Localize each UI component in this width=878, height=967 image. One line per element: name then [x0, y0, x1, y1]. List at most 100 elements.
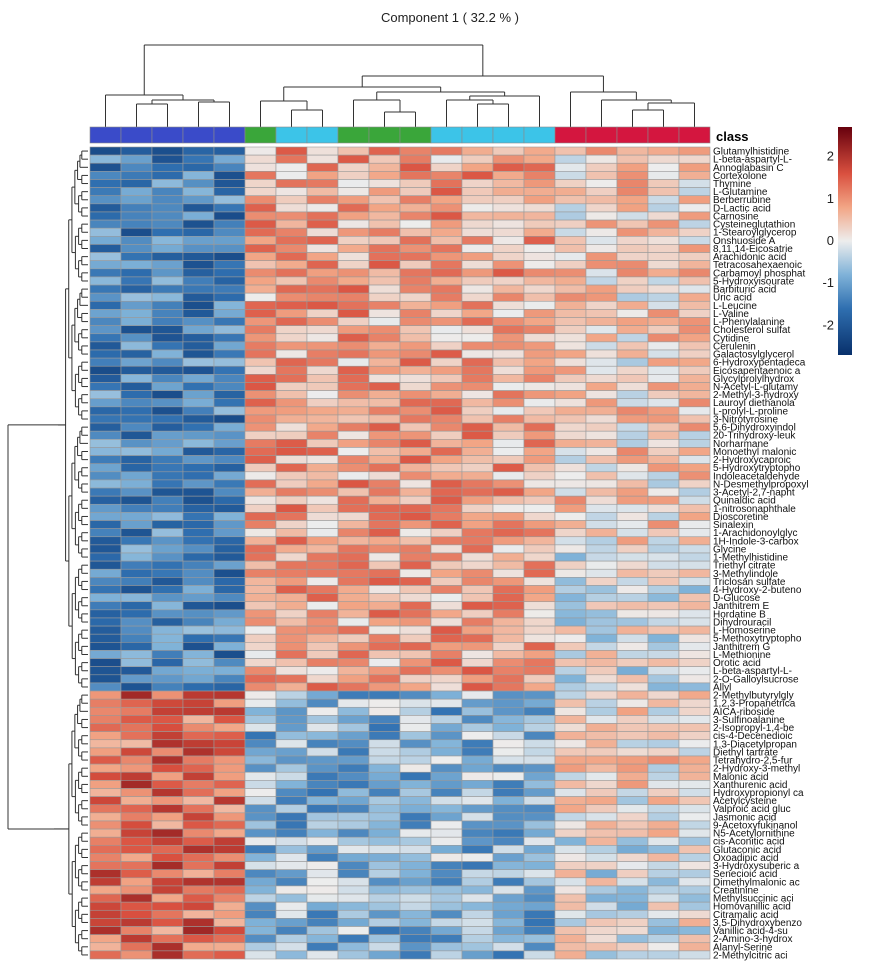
- heatmap-cell: [492, 414, 525, 424]
- heatmap-cell: [647, 487, 680, 497]
- heatmap-cell: [275, 203, 308, 213]
- row-label: 3-Methylindole: [713, 569, 778, 580]
- color-legend: 210-1-2: [822, 127, 852, 355]
- heatmap-cell: [337, 658, 370, 667]
- heatmap-cell: [244, 698, 277, 708]
- heatmap-cell: [182, 633, 215, 643]
- row-label: Glutaconic acid: [713, 845, 781, 856]
- heatmap-cell: [430, 836, 463, 846]
- heatmap-cell: [647, 593, 680, 603]
- row-label: Tetrahydro-2,5-fur: [713, 756, 793, 767]
- heatmap-cell: [182, 690, 215, 700]
- heatmap-cell: [647, 617, 680, 627]
- heatmap-cell: [213, 934, 246, 944]
- heatmap-cell: [182, 642, 215, 651]
- heatmap-cell: [430, 853, 463, 862]
- heatmap-cell: [585, 763, 618, 773]
- heatmap-cell: [244, 918, 277, 927]
- heatmap-cell: [430, 268, 463, 278]
- heatmap-cell: [492, 146, 525, 156]
- heatmap-cell: [461, 666, 494, 676]
- heatmap-cell: [151, 284, 184, 294]
- heatmap-cell: [554, 284, 587, 294]
- heatmap-cell: [368, 349, 401, 359]
- heatmap-cell: [120, 780, 153, 789]
- heatmap-cell: [616, 520, 649, 529]
- heatmap-cell: [89, 642, 122, 651]
- heatmap-cell: [244, 252, 277, 261]
- heatmap-cell: [120, 349, 153, 359]
- heatmap-cell: [151, 609, 184, 619]
- heatmap-cell: [461, 560, 494, 570]
- heatmap-cell: [151, 447, 184, 456]
- heatmap-cell: [461, 747, 494, 757]
- heatmap-cell: [120, 211, 153, 221]
- heatmap-cell: [399, 836, 432, 846]
- legend-tick-label: -1: [822, 275, 834, 290]
- heatmap-cell: [399, 845, 432, 854]
- heatmap-cell: [182, 674, 215, 684]
- heatmap-cell: [616, 479, 649, 489]
- heatmap-cell: [244, 731, 277, 741]
- heatmap-cell: [244, 374, 277, 383]
- heatmap-cell: [616, 950, 649, 960]
- heatmap-cell: [151, 585, 184, 594]
- heatmap-cell: [492, 268, 525, 278]
- heatmap-cell: [275, 187, 308, 197]
- heatmap-cell: [554, 739, 587, 749]
- heatmap-cell: [461, 706, 494, 716]
- heatmap-cell: [337, 869, 370, 879]
- heatmap-cell: [120, 682, 153, 692]
- heatmap-cell: [554, 633, 587, 643]
- heatmap-cell: [492, 179, 525, 188]
- heatmap-cell: [182, 430, 215, 440]
- heatmap-cell: [306, 918, 339, 927]
- heatmap-cell: [678, 796, 711, 806]
- heatmap-cell: [337, 706, 370, 716]
- heatmap-cell: [616, 349, 649, 359]
- heatmap-cell: [492, 374, 525, 383]
- heatmap-cell: [182, 682, 215, 692]
- heatmap-cell: [647, 755, 680, 765]
- heatmap-cell: [461, 577, 494, 586]
- heatmap-cell: [616, 715, 649, 724]
- heatmap-cell: [616, 244, 649, 253]
- heatmap-cell: [554, 812, 587, 822]
- heatmap-cell: [306, 357, 339, 367]
- heatmap-cell: [554, 528, 587, 538]
- heatmap-cell: [554, 853, 587, 862]
- heatmap-cell: [585, 690, 618, 700]
- heatmap-cell: [678, 276, 711, 286]
- heatmap-cell: [461, 804, 494, 814]
- heatmap-cell: [89, 617, 122, 627]
- heatmap-cell: [337, 479, 370, 489]
- heatmap-cell: [120, 544, 153, 554]
- heatmap-cell: [151, 520, 184, 529]
- heatmap-cell: [337, 406, 370, 416]
- heatmap-cell: [585, 739, 618, 749]
- heatmap-cell: [306, 771, 339, 781]
- heatmap-cell: [492, 552, 525, 562]
- heatmap-cell: [647, 179, 680, 188]
- heatmap-cell: [523, 820, 556, 830]
- heatmap-cell: [244, 674, 277, 684]
- heatmap-cell: [337, 439, 370, 448]
- heatmap-cell: [89, 731, 122, 741]
- heatmap-cell: [647, 211, 680, 221]
- heatmap-cell: [461, 601, 494, 611]
- row-label: L-Leucine: [713, 301, 757, 312]
- heatmap-cell: [244, 471, 277, 481]
- heatmap-cell: [399, 187, 432, 197]
- heatmap-cell: [399, 828, 432, 838]
- heatmap-cell: [554, 292, 587, 302]
- heatmap-cell: [89, 439, 122, 448]
- heatmap-cell: [461, 171, 494, 180]
- heatmap-cell: [244, 560, 277, 570]
- heatmap-cell: [337, 236, 370, 245]
- heatmap-cell: [523, 398, 556, 408]
- heatmap-cell: [523, 869, 556, 879]
- heatmap-cell: [244, 276, 277, 286]
- heatmap-cell: [213, 926, 246, 935]
- heatmap-cell: [523, 585, 556, 594]
- heatmap-cell: [213, 520, 246, 529]
